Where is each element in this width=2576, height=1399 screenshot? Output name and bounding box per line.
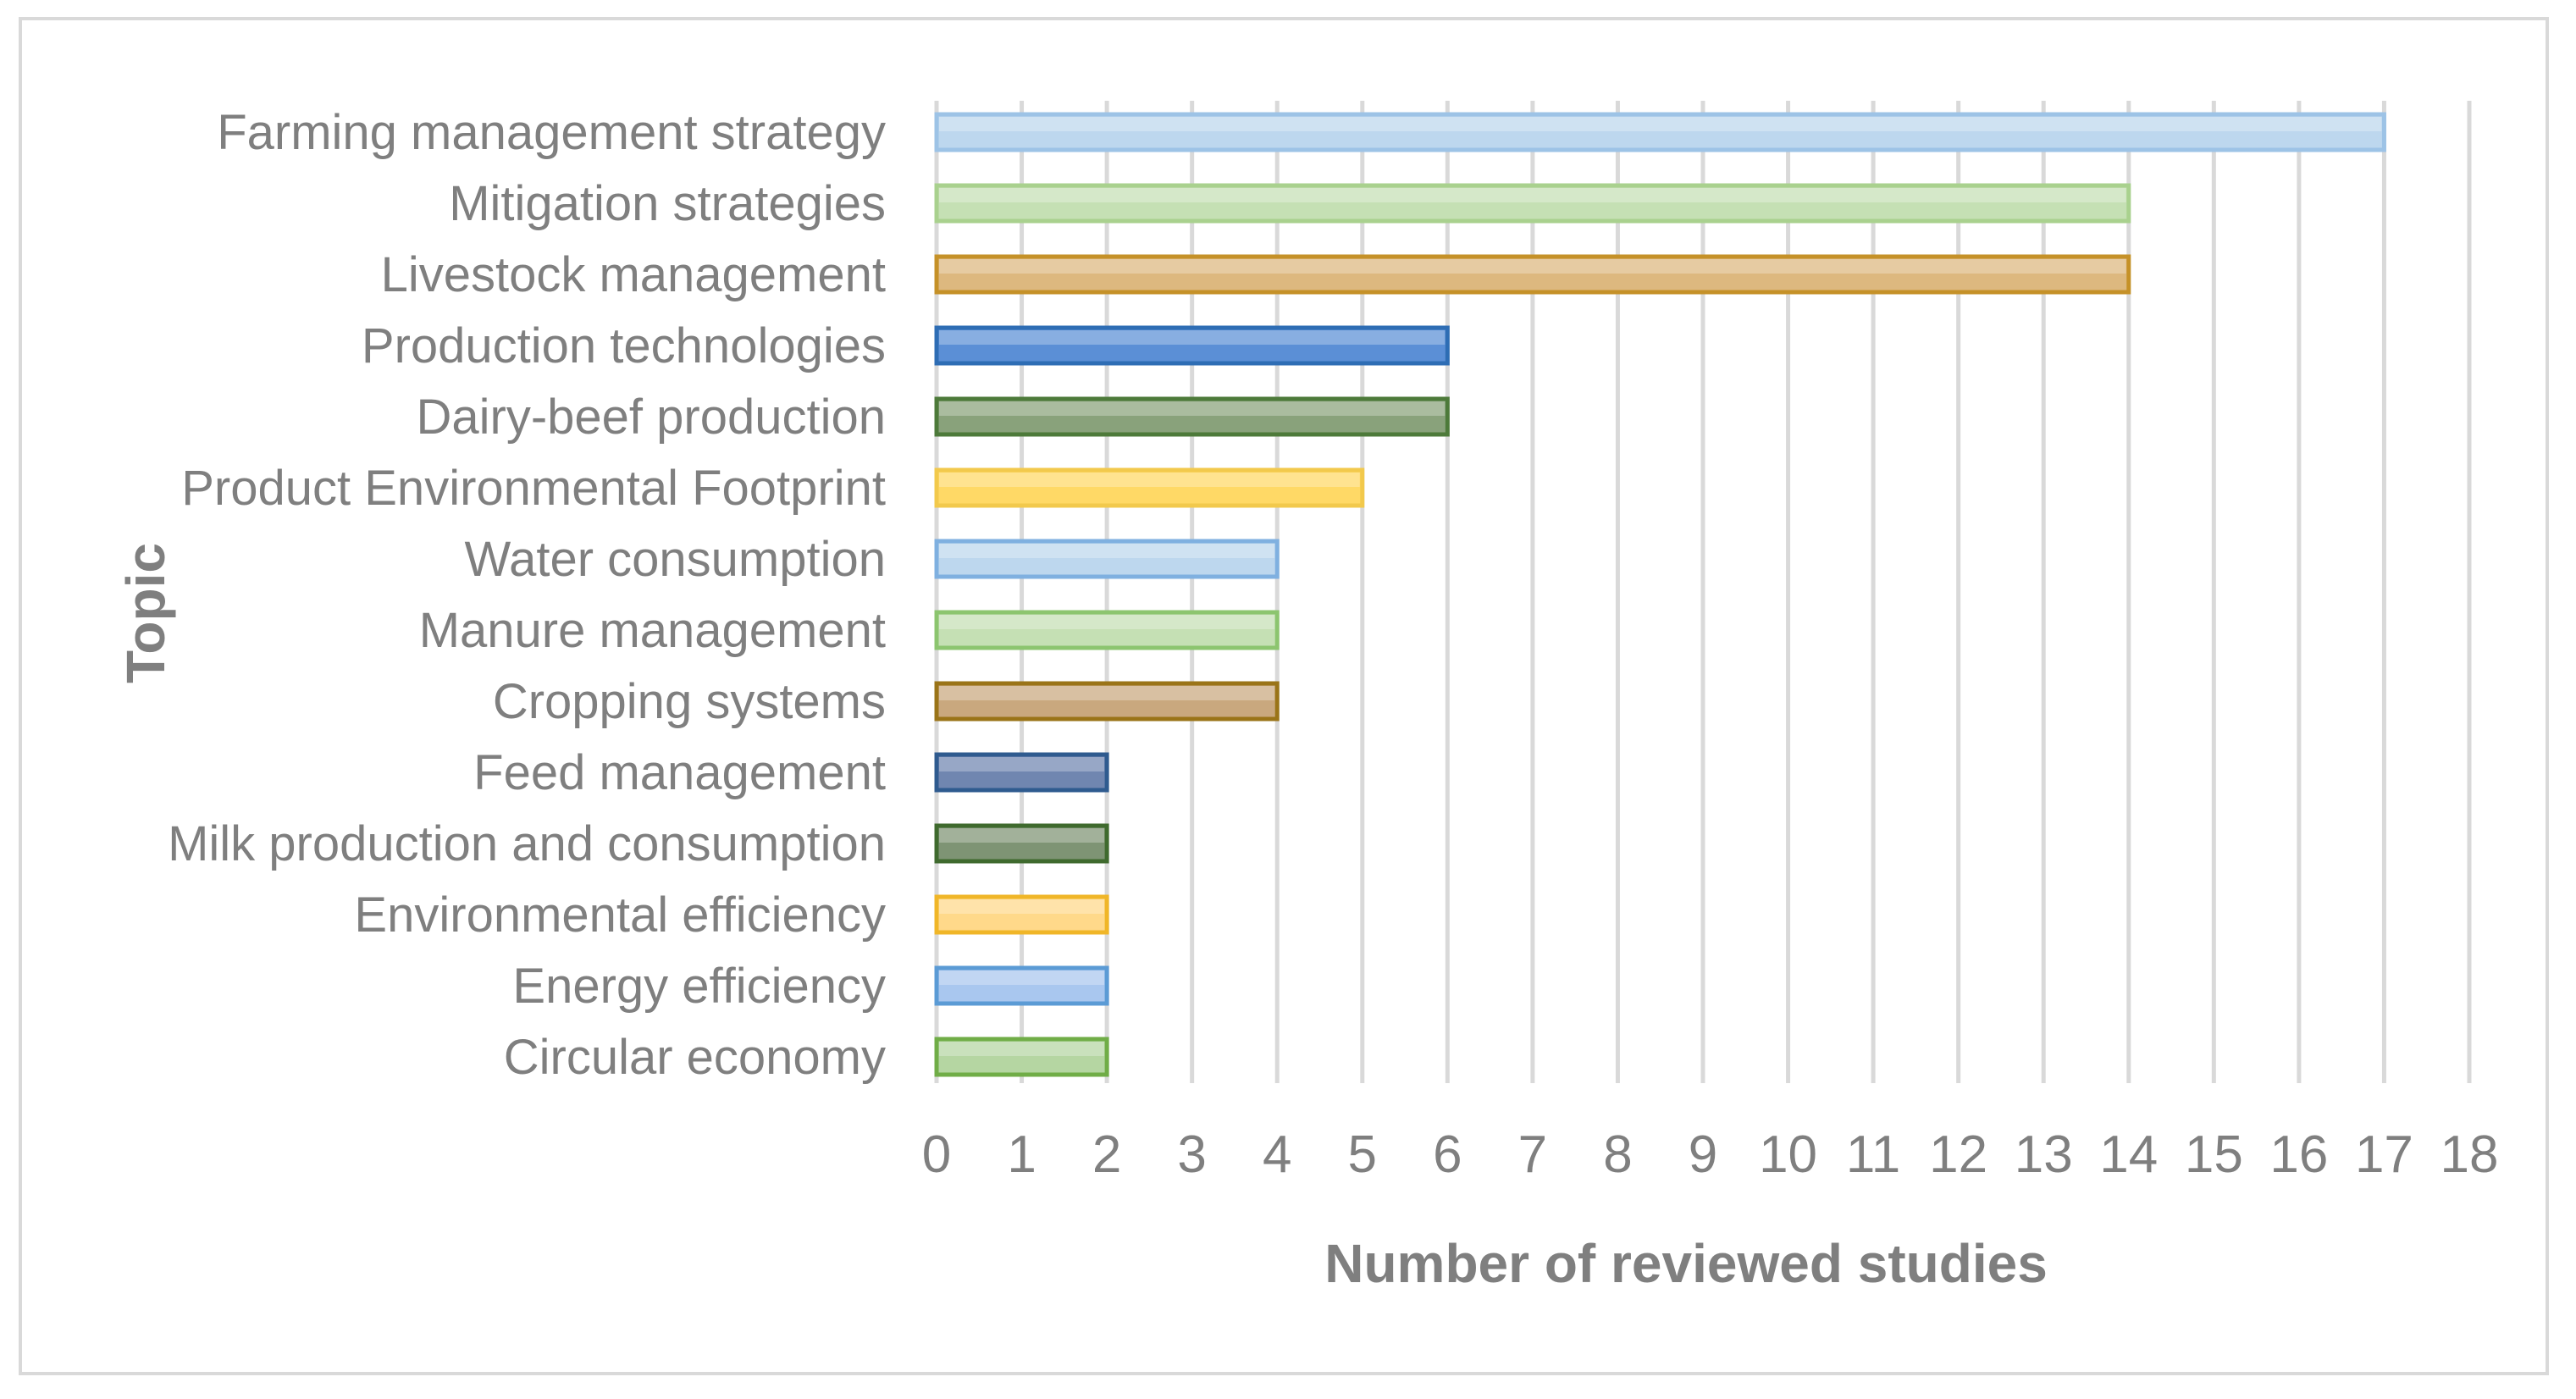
category-label: Farming management strategy [217,105,886,160]
bar [934,610,1280,650]
bar-highlight [939,259,2126,274]
bar [934,965,1109,1006]
bar-highlight [939,686,1275,700]
category-label: Feed management [473,745,886,800]
bar [934,539,1280,579]
bars [934,112,2386,1077]
bar [934,1037,1109,1077]
category-label: Mitigation strategies [449,176,886,231]
x-tick-label: 2 [1092,1125,1121,1184]
bar-highlight [939,970,1105,985]
category-label: Manure management [419,603,886,658]
category-label: Cropping systems [493,674,886,729]
x-tick-label: 4 [1263,1125,1291,1184]
bar [934,681,1280,722]
bar [934,467,1365,508]
category-label: Milk production and consumption [168,816,886,871]
category-label: Environmental efficiency [354,888,886,943]
category-labels: Farming management strategy Mitigation st… [168,105,886,1085]
x-tick-label: 18 [2441,1125,2499,1184]
x-tick-label: 3 [1177,1125,1206,1184]
x-axis-title: Number of reviewed studies [1324,1233,2048,1294]
bar [934,823,1109,864]
x-tick-label: 6 [1433,1125,1462,1184]
bar-highlight [939,1042,1105,1056]
bar [934,112,2386,152]
chart-frame: Farming management strategy Mitigation st… [19,17,2549,1375]
bar [934,183,2131,224]
bar-chart: Farming management strategy Mitigation st… [115,101,2499,1294]
x-tick-label: 17 [2355,1125,2413,1184]
category-label: Energy efficiency [512,959,886,1014]
x-tick-label: 1 [1007,1125,1036,1184]
bar [934,894,1109,935]
x-tick-label: 7 [1518,1125,1547,1184]
category-label: Production technologies [362,318,886,373]
category-label: Dairy-beef production [416,390,886,445]
bar [934,325,1450,366]
y-axis-title: Topic [115,543,176,683]
gridlines [934,101,2472,1083]
bar-highlight [939,330,1446,345]
bar-highlight [939,615,1275,629]
bar-highlight [939,401,1446,416]
x-tick-label: 14 [2099,1125,2158,1184]
x-tick-label: 11 [1846,1125,1900,1184]
x-tick-label: 13 [2015,1125,2073,1184]
category-label: Water consumption [464,532,886,587]
bar-highlight [939,899,1105,914]
bar-highlight [939,188,2126,202]
x-tick-label: 12 [1929,1125,1987,1184]
bar-highlight [939,473,1360,487]
bar [934,254,2131,295]
bar-highlight [939,544,1275,558]
bar [934,396,1450,437]
category-label: Circular economy [504,1030,886,1085]
bar-highlight [939,828,1105,843]
x-tick-label: 5 [1348,1125,1377,1184]
category-label: Livestock management [381,247,886,302]
x-tick-label: 15 [2185,1125,2243,1184]
x-tick-label: 10 [1759,1125,1817,1184]
x-tick-labels: 0 1 2 3 4 5 6 7 8 9 10 11 12 13 14 15 16 17 18 [922,1125,2499,1184]
bar [934,752,1109,793]
x-tick-label: 0 [922,1125,951,1184]
bar-highlight [939,117,2382,131]
x-tick-label: 9 [1689,1125,1717,1184]
bar-highlight [939,757,1105,771]
category-label: Product Environmental Footprint [181,461,886,516]
x-tick-label: 16 [2269,1125,2328,1184]
x-tick-label: 8 [1603,1125,1632,1184]
